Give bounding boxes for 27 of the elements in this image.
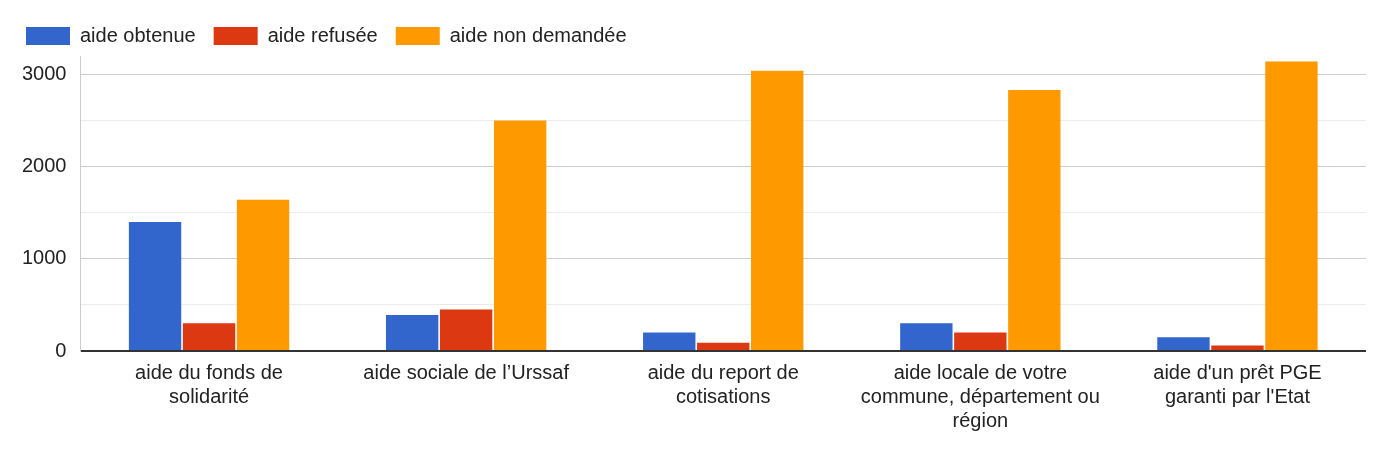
legend-label: aide non demandée [449, 23, 627, 46]
bar [182, 323, 236, 350]
bar [385, 315, 439, 350]
bar [900, 323, 953, 350]
bar [1265, 61, 1318, 350]
bar [236, 199, 290, 350]
y-tick-label: 3000 [21, 61, 67, 84]
bar [643, 332, 696, 350]
bar [1008, 90, 1061, 350]
x-tick-label: aide sociale de l’Urssaf [363, 360, 570, 383]
bar [439, 309, 493, 350]
bar [128, 221, 182, 350]
bar [493, 120, 547, 350]
bar [1211, 345, 1264, 350]
y-tick-label: 1000 [21, 246, 67, 269]
bar [697, 342, 750, 350]
y-tick-label: 2000 [21, 154, 67, 177]
legend-label: aide refusée [267, 23, 378, 46]
x-tick-label: aide du report de cotisations [647, 360, 799, 407]
bar [751, 70, 804, 350]
legend-label: aide obtenue [80, 23, 196, 46]
x-tick-label: aide du fonds de solidarité [135, 360, 283, 407]
x-tick-label: aide d'un prêt PGE garanti par l'Etat [1153, 360, 1322, 407]
bar [1157, 337, 1210, 350]
x-tick-label: aide locale de votre commune, département ou région [860, 360, 1100, 431]
y-tick-label: 0 [55, 338, 67, 361]
bar [954, 332, 1007, 350]
